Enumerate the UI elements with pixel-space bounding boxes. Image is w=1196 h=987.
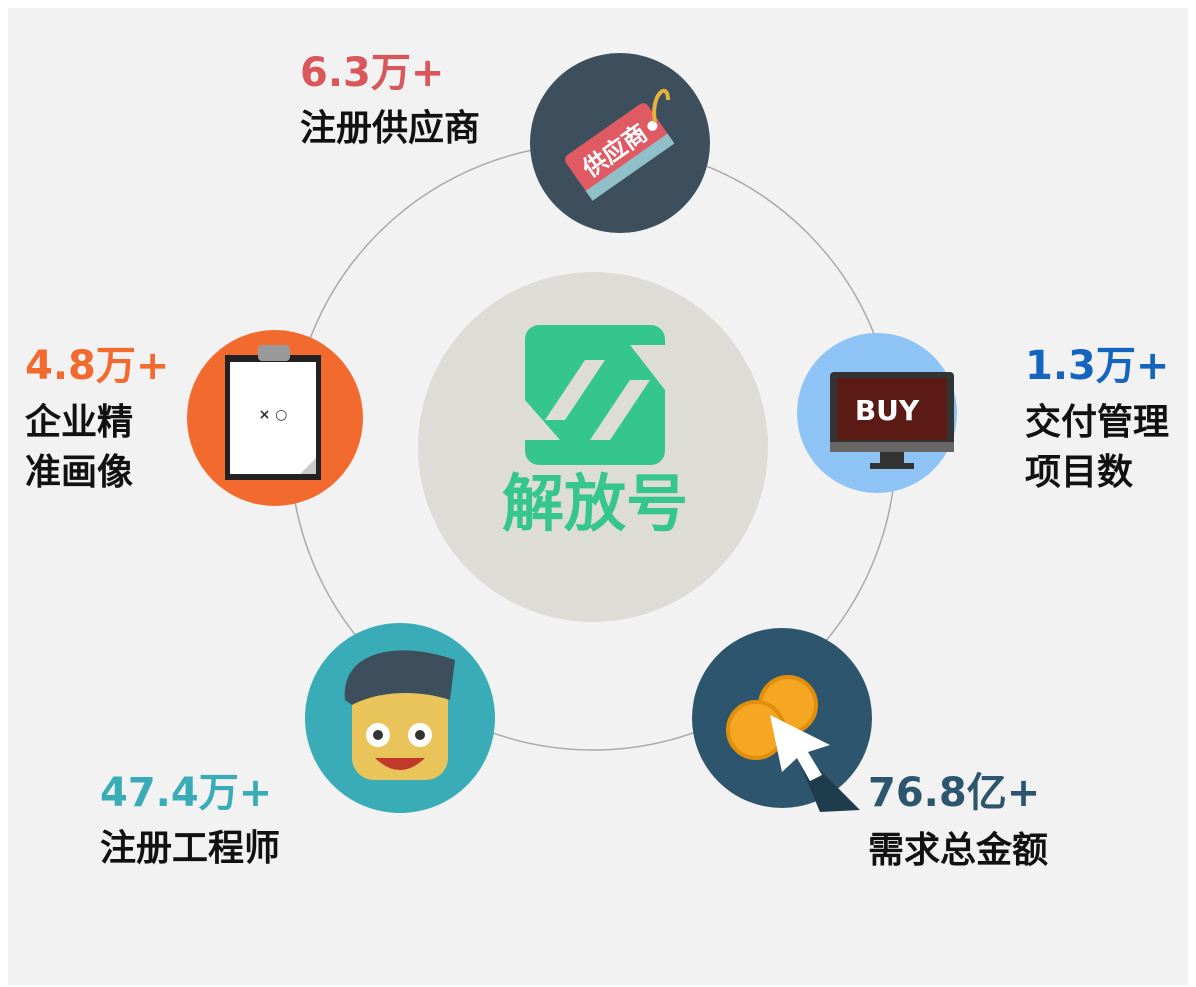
stat-value: 1.3万+ — [1025, 343, 1169, 389]
stat-value: 6.3万+ — [300, 50, 444, 96]
logo-mark — [525, 325, 665, 465]
stat-label: 准画像 — [25, 452, 133, 493]
coins-icon — [692, 628, 872, 812]
stat-value: 47.4万+ — [100, 770, 272, 816]
stat-value: 76.8亿+ — [868, 770, 1040, 816]
stat-label: 交付管理 — [1025, 401, 1169, 443]
stat-label: 注册工程师 — [100, 828, 280, 869]
stat-label: 项目数 — [1025, 452, 1133, 493]
engineer-icon — [305, 623, 495, 813]
supplier-icon: 供应商 — [530, 53, 710, 233]
stat-label: 注册供应商 — [300, 108, 480, 149]
logo-text: 解放号 — [502, 467, 688, 540]
stat-value: 4.8万+ — [25, 343, 169, 389]
screen-text: BUY — [855, 394, 920, 427]
stat-label: 需求总金额 — [868, 829, 1048, 871]
play-marks: × ○ — [259, 407, 288, 423]
clipboard-icon: × ○ — [187, 330, 363, 506]
stat-label: 企业精 — [25, 401, 133, 443]
monitor-icon: BUY — [797, 333, 957, 493]
